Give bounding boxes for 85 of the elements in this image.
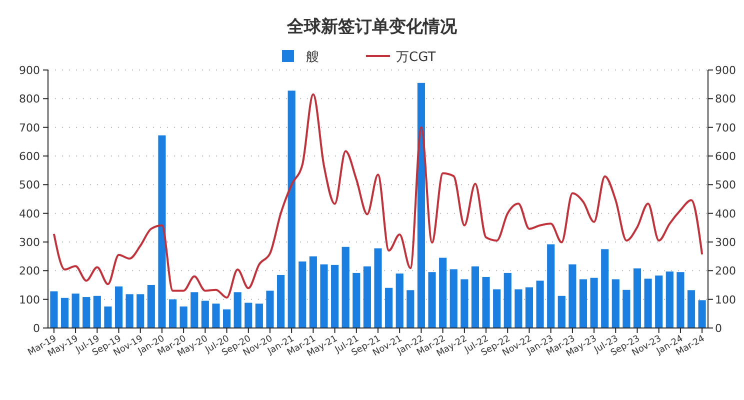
line-series	[52, 93, 704, 299]
y2-tick-label: 200	[715, 264, 736, 278]
bar	[222, 309, 231, 328]
bar	[493, 289, 501, 328]
bar	[93, 296, 101, 328]
bar	[536, 280, 544, 328]
bar	[363, 266, 371, 328]
bar	[558, 296, 566, 328]
bar	[320, 264, 328, 328]
bar	[168, 299, 177, 328]
y2-tick-label: 900	[715, 64, 736, 77]
y-tick-label: 0	[33, 322, 40, 335]
bar	[104, 306, 112, 328]
y2-tick-label: 700	[715, 121, 736, 134]
y2-tick-label: 500	[715, 178, 736, 192]
y-tick-label: 900	[19, 64, 40, 77]
bar	[547, 244, 555, 328]
bar	[136, 294, 144, 328]
bar	[471, 266, 479, 328]
y2-tick-label: 0	[715, 322, 722, 335]
y-tick-label: 100	[19, 293, 40, 306]
bar	[460, 279, 468, 328]
bar	[568, 264, 576, 328]
bar	[277, 274, 285, 328]
y2-tick-label: 100	[715, 293, 736, 306]
bar	[255, 304, 263, 328]
bar	[612, 279, 620, 328]
bar	[50, 291, 58, 328]
bar	[385, 288, 393, 328]
bar	[655, 276, 663, 328]
y-tick-label: 700	[19, 121, 40, 134]
bar	[126, 294, 134, 328]
bar	[72, 294, 80, 328]
y-tick-label: 600	[19, 150, 40, 163]
bar	[406, 290, 414, 328]
bar	[396, 274, 404, 328]
bar	[180, 306, 188, 328]
bar	[342, 246, 350, 328]
bar	[158, 135, 166, 328]
y-tick-label: 400	[19, 207, 40, 220]
y-tick-label: 300	[19, 236, 40, 249]
chart-title: 全球新签订单变化情况	[286, 17, 458, 37]
bar	[644, 278, 652, 328]
bar	[482, 276, 490, 328]
bar	[633, 268, 642, 328]
bar	[504, 272, 512, 328]
y-tick-label: 800	[19, 92, 40, 106]
bar	[450, 269, 458, 328]
bar	[266, 290, 274, 328]
bar	[201, 300, 209, 328]
y-tick-label: 500	[19, 178, 40, 192]
bar	[374, 248, 382, 328]
bar	[147, 285, 155, 328]
bar	[309, 256, 317, 328]
bar	[439, 258, 447, 328]
y2-tick-label: 400	[715, 207, 736, 220]
bar	[352, 272, 360, 328]
bar	[525, 287, 534, 328]
bar	[698, 300, 706, 328]
bar	[114, 286, 123, 328]
bar	[514, 289, 522, 328]
bar	[60, 298, 69, 328]
y2-tick-label: 800	[715, 92, 736, 106]
bar	[579, 279, 588, 328]
bar	[234, 292, 242, 328]
bar	[190, 292, 198, 328]
bar	[298, 261, 306, 328]
bar	[687, 290, 696, 328]
bar	[288, 90, 296, 328]
legend-label: 万CGT	[396, 50, 436, 65]
bar	[82, 297, 90, 328]
y2-tick-label: 300	[715, 236, 736, 249]
bar	[428, 272, 436, 328]
bar	[666, 272, 674, 328]
y-tick-label: 200	[19, 264, 40, 278]
bar	[212, 304, 220, 328]
legend-label: 艘	[306, 50, 319, 65]
bar	[590, 278, 598, 328]
bar	[676, 272, 684, 328]
y2-tick-label: 600	[715, 150, 736, 163]
bar	[622, 290, 630, 328]
bar	[601, 249, 609, 328]
bar	[331, 264, 339, 328]
bar	[417, 82, 425, 328]
bar	[244, 302, 252, 328]
